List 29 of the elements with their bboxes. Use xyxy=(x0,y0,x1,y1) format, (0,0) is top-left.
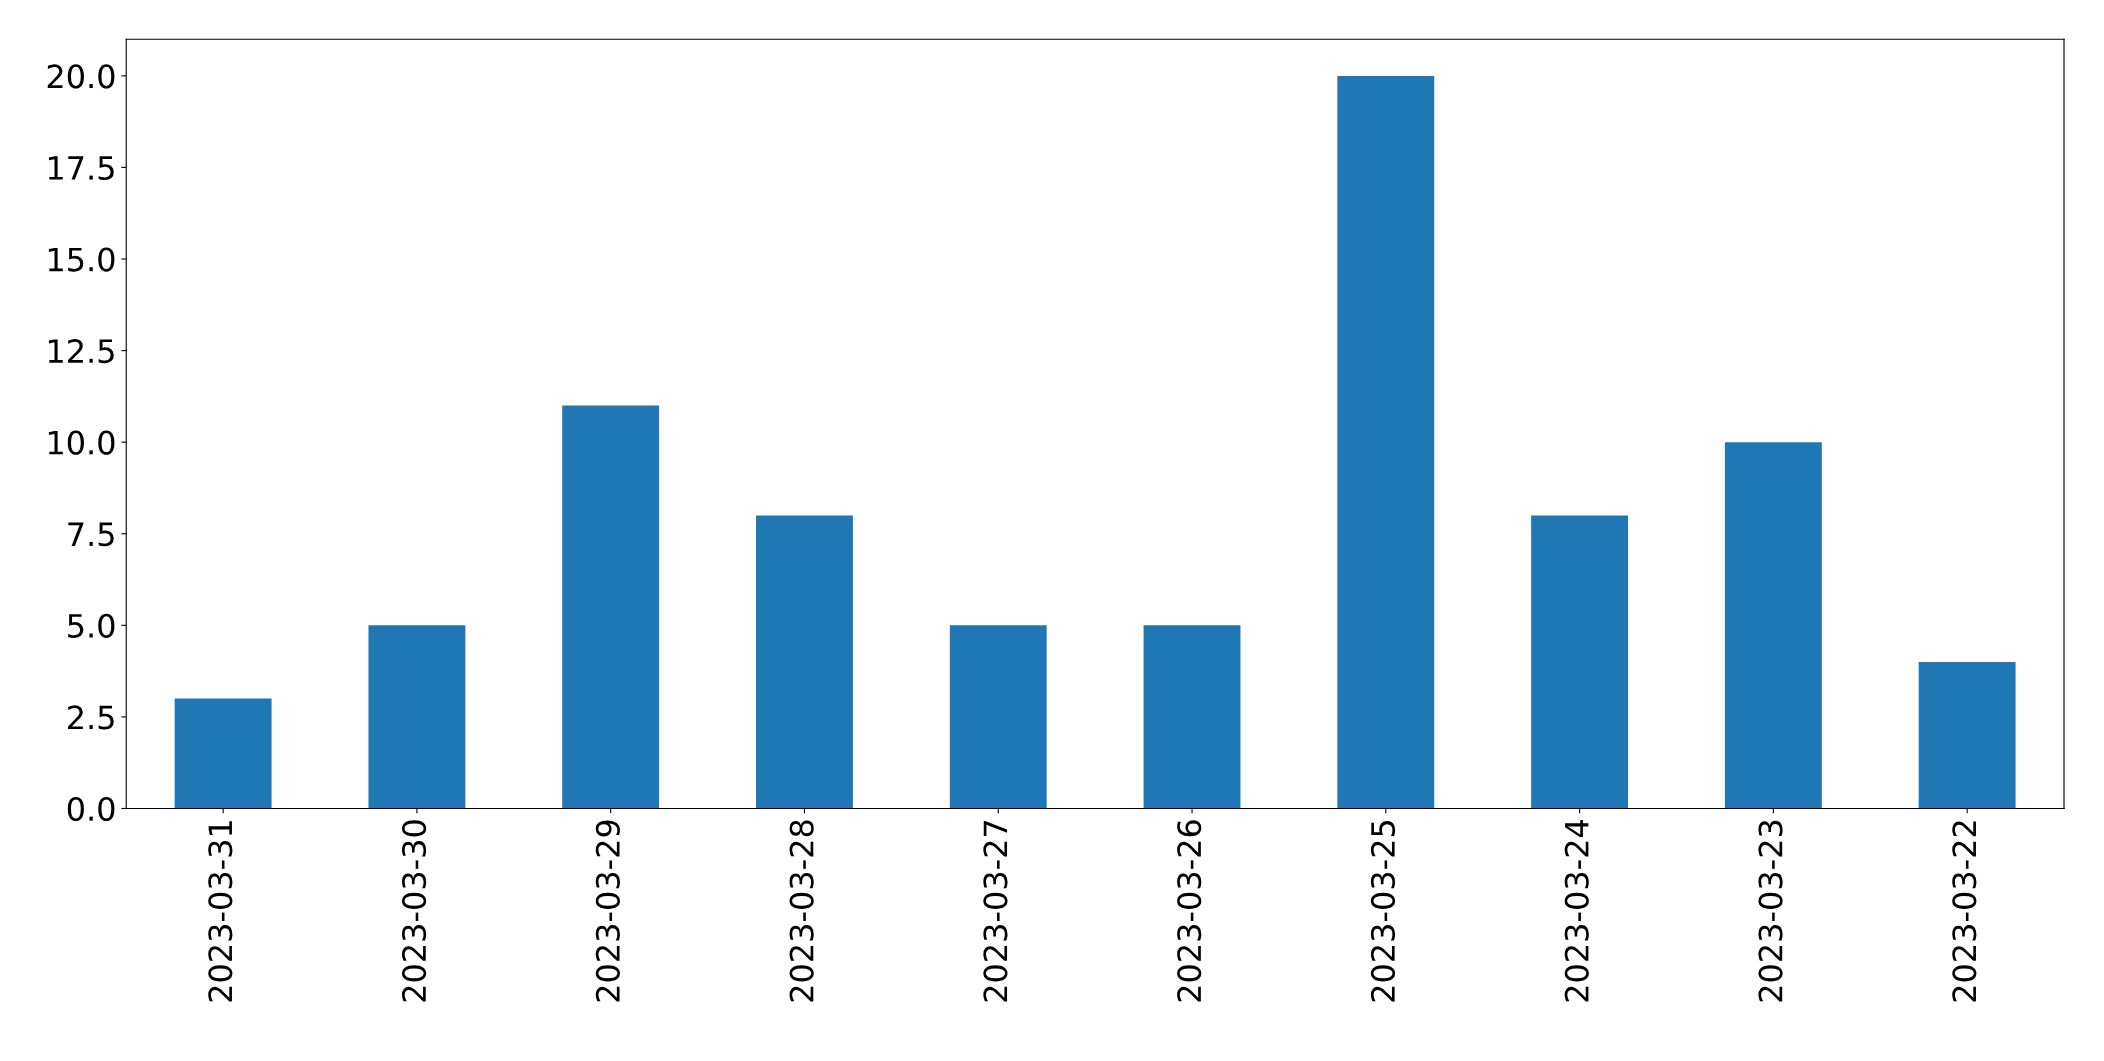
bar xyxy=(1918,661,2016,809)
x-tick-label: 2023-03-29 xyxy=(595,820,620,1002)
y-tick-label: 20.0 xyxy=(47,64,115,89)
y-tick-label: 2.5 xyxy=(68,705,114,730)
bar xyxy=(174,698,272,809)
y-tick-label: 7.5 xyxy=(68,522,114,547)
bar xyxy=(949,625,1047,809)
x-tick-label: 2023-03-24 xyxy=(1564,820,1589,1002)
bar xyxy=(1724,442,1822,809)
x-tick-label: 2023-03-27 xyxy=(983,820,1008,1002)
bar xyxy=(1143,625,1241,809)
bar xyxy=(1337,75,1435,809)
y-tick-label: 12.5 xyxy=(48,339,114,364)
y-tick-label: 17.5 xyxy=(48,156,114,181)
x-tick-label: 2023-03-25 xyxy=(1370,820,1396,1002)
y-tick-label: 10.0 xyxy=(48,430,115,455)
x-tick-label: 2023-03-23 xyxy=(1758,820,1783,1002)
x-tick-label: 2023-03-26 xyxy=(1177,820,1202,1002)
y-tick-label: 5.0 xyxy=(68,613,115,638)
bar xyxy=(1531,515,1629,809)
bar xyxy=(756,515,853,809)
bar xyxy=(368,625,466,809)
y-tick-label: 0.0 xyxy=(67,796,115,822)
x-tick-label: 2023-03-31 xyxy=(208,821,233,1002)
bar xyxy=(562,405,660,809)
x-tick-label: 2023-03-22 xyxy=(1952,821,1977,1002)
y-tick-label: 15.0 xyxy=(48,247,115,272)
x-tick-label: 2023-03-30 xyxy=(402,820,427,1002)
x-tick-label: 2023-03-28 xyxy=(789,820,814,1002)
